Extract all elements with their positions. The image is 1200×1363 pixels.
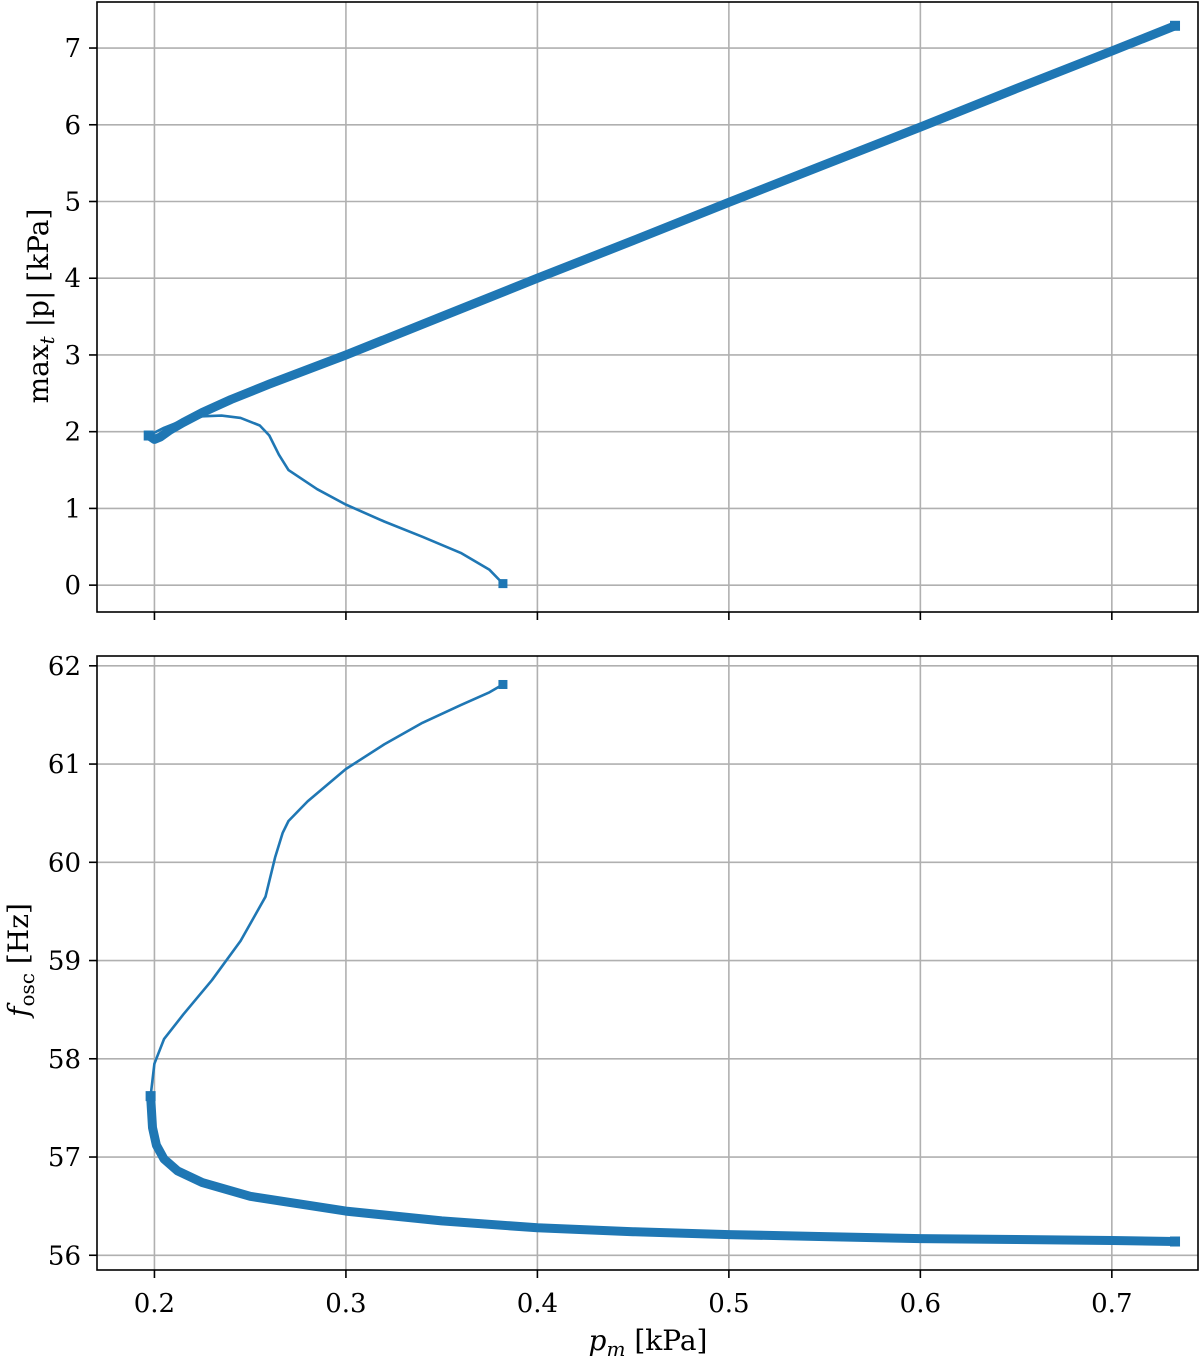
x-tick-label: 0.3 bbox=[325, 1289, 366, 1319]
y-tick-label: 56 bbox=[48, 1241, 81, 1271]
panel-max-pressure: 0 1 2 3 4 5 6 7 bbox=[64, 1, 1199, 620]
panel-oscillation-frequency: 0.2 0.3 0.4 0.5 0.6 0.7 56 57 58 59 60 61 62 bbox=[48, 652, 1199, 1319]
series-line-thick bbox=[146, 1095, 1176, 1246]
series-line-thin bbox=[148, 414, 504, 585]
series-endpoint-marker-end bbox=[1170, 20, 1181, 31]
series-endpoint-marker-start bbox=[146, 1091, 156, 1101]
y-tick-label: 59 bbox=[48, 947, 81, 977]
y-tick-label: 4 bbox=[64, 264, 81, 294]
y-axis-label-top: maxt |p| [kPa] bbox=[22, 209, 59, 404]
y-tick-label: 62 bbox=[48, 652, 81, 682]
series-line-thin bbox=[149, 683, 504, 1097]
y-tick-label: 2 bbox=[64, 418, 81, 448]
y-tick-label: 57 bbox=[48, 1143, 81, 1173]
y-tick-label: 7 bbox=[64, 34, 81, 64]
x-tick-label: 0.7 bbox=[1091, 1289, 1132, 1319]
series-line-thick bbox=[146, 21, 1177, 444]
y-tick-label: 58 bbox=[48, 1045, 81, 1075]
y-axis-label-bottom: fosc [Hz] bbox=[2, 903, 39, 1019]
y-tick-label: 6 bbox=[64, 111, 81, 141]
y-tick-label: 60 bbox=[48, 848, 81, 878]
x-tick-label: 0.4 bbox=[517, 1289, 558, 1319]
y-tick-label: 3 bbox=[64, 341, 81, 371]
series-endpoint-marker-end bbox=[1170, 1236, 1181, 1247]
series-endpoint-marker-start bbox=[144, 431, 154, 441]
x-tick-label: 0.5 bbox=[708, 1289, 749, 1319]
series-endpoint-marker-end bbox=[498, 679, 508, 689]
y-tick-label: 0 bbox=[64, 571, 81, 601]
plot-frame bbox=[96, 1, 1199, 613]
y-tick-label: 61 bbox=[48, 750, 81, 780]
x-tick-label: 0.2 bbox=[134, 1289, 175, 1319]
plot-frame bbox=[96, 655, 1199, 1271]
y-tick-label: 1 bbox=[64, 494, 81, 524]
x-tick-label: 0.6 bbox=[900, 1289, 941, 1319]
y-tick-label: 5 bbox=[64, 187, 81, 217]
x-axis-label: pm [kPa] bbox=[589, 1324, 708, 1361]
series-endpoint-marker-end bbox=[498, 579, 508, 589]
